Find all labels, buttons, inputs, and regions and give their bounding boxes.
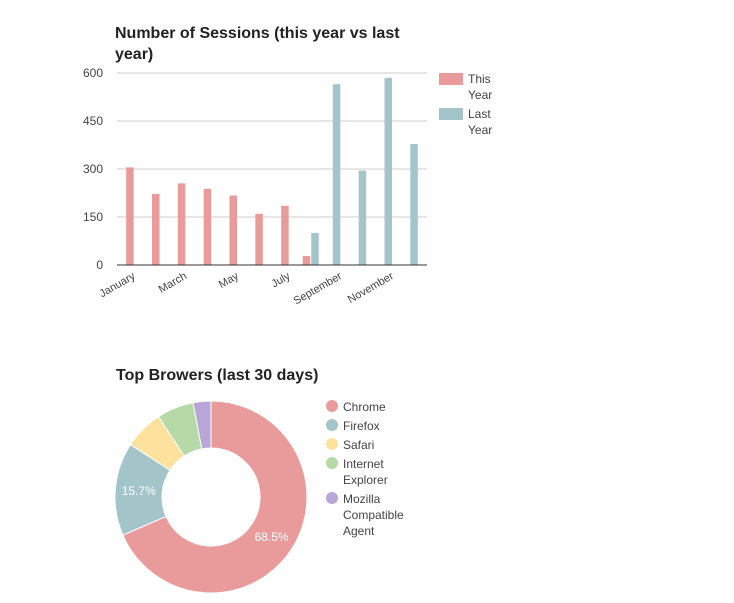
legend-label: Internet <box>343 457 384 471</box>
legend-label: Year <box>468 88 492 102</box>
chart-title: year) <box>115 46 153 63</box>
bar-last-year <box>358 170 367 265</box>
bar-this-year <box>177 183 186 265</box>
legend-label: Compatible <box>343 508 404 522</box>
slice-value-label: 15.7% <box>122 484 156 498</box>
bar-this-year <box>302 256 311 265</box>
legend-label: Year <box>468 123 492 137</box>
legend-label: Last <box>468 107 491 121</box>
legend-label: This <box>468 72 491 86</box>
chart-title: Number of Sessions (this year vs last <box>115 25 400 42</box>
x-tick-label: July <box>269 270 292 290</box>
legend-label: Explorer <box>343 473 388 487</box>
bar-this-year <box>255 213 263 265</box>
donut-slice <box>122 400 308 594</box>
x-tick-label: May <box>217 270 241 291</box>
bar-this-year <box>229 195 237 265</box>
slice-value-label: 68.5% <box>255 530 289 544</box>
y-tick-label: 600 <box>83 66 103 80</box>
bar-last-year <box>332 84 341 265</box>
bar-last-year <box>384 77 392 265</box>
bar-last-year <box>410 144 418 265</box>
x-tick-label: September <box>291 270 344 307</box>
y-tick-label: 300 <box>83 162 103 176</box>
legend-swatch <box>439 73 463 85</box>
y-tick-label: 450 <box>83 114 103 128</box>
sessions-bar-chart: Number of Sessions (this year vs last yea… <box>83 25 492 308</box>
browsers-donut-chart: Top Browers (last 30 days) 68.5% 15.7% Chro… <box>114 367 404 594</box>
legend-marker <box>326 438 338 450</box>
bar-this-year <box>126 167 134 265</box>
legend-marker <box>326 457 338 469</box>
donut-slice <box>192 400 212 450</box>
bar-last-year <box>311 233 319 265</box>
bar-this-year <box>152 193 160 265</box>
y-tick-label: 150 <box>83 210 103 224</box>
legend-label: Chrome <box>343 400 386 414</box>
legend-swatch <box>439 108 463 120</box>
y-tick-label: 0 <box>96 258 103 272</box>
chart-title: Top Browers (last 30 days) <box>116 367 318 384</box>
x-tick-label: March <box>157 270 189 296</box>
legend-marker <box>326 492 338 504</box>
legend-label: Firefox <box>343 419 380 433</box>
legend-label: Agent <box>343 524 375 538</box>
legend-label: Safari <box>343 438 374 452</box>
bar-this-year <box>281 205 289 265</box>
legend-marker <box>326 400 338 412</box>
x-tick-label: November <box>346 270 396 306</box>
x-tick-label: January <box>98 270 138 300</box>
bar-this-year <box>203 188 212 265</box>
legend-marker <box>326 419 338 431</box>
legend-label: Mozilla <box>343 492 381 506</box>
